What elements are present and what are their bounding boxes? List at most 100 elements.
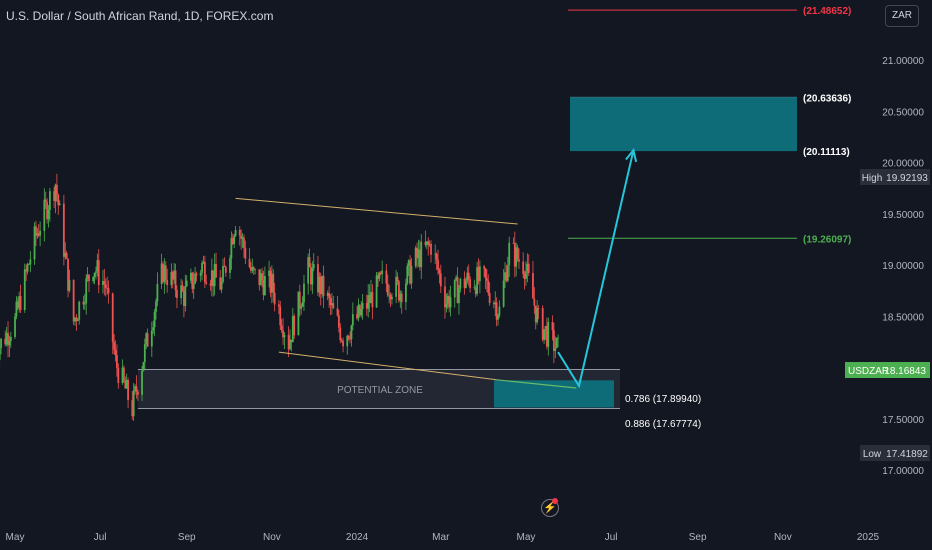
candle-body [543, 329, 546, 340]
candle-body [406, 265, 409, 284]
candle-body [557, 337, 559, 339]
candle-body [332, 303, 335, 309]
candle-body [396, 276, 399, 282]
candle-body [162, 263, 164, 283]
candle-body [541, 308, 544, 340]
candle-body [371, 292, 374, 308]
candle-body [435, 253, 438, 260]
candle-body [336, 308, 339, 316]
candle-body [378, 272, 381, 279]
candle-body [96, 260, 99, 272]
currency-button[interactable]: ZAR [885, 5, 919, 27]
candle-body [222, 265, 224, 282]
candle-body [399, 293, 402, 301]
candle-body [398, 281, 400, 301]
candle-body [487, 280, 490, 294]
fib-label: (19.26097) [803, 234, 851, 245]
candle-body [153, 311, 156, 328]
y-tick-label: 20.00000 [882, 159, 924, 170]
arrow-head [625, 147, 638, 163]
candle-body [326, 293, 329, 296]
candle-body [201, 263, 203, 273]
candle-body [495, 302, 498, 320]
x-tick-label: Sep [689, 532, 707, 543]
current-price-symbol: USDZAR [848, 366, 889, 377]
candle-body [219, 277, 222, 290]
candle-body [273, 292, 276, 305]
candle-body [199, 272, 202, 276]
lightning-icon[interactable]: ⚡ [541, 499, 559, 517]
candle-body [47, 209, 50, 220]
candle-body [516, 247, 519, 260]
candle-body [427, 241, 430, 246]
candle-body [430, 243, 432, 255]
candle-body [300, 306, 303, 309]
candle-body [522, 261, 525, 274]
candle-body [533, 298, 536, 306]
candle-body [425, 241, 428, 246]
candle-body [508, 242, 511, 266]
candle-body [210, 270, 213, 286]
upper-trendline [235, 197, 518, 225]
candle-body [282, 330, 284, 338]
y-tick-label: 17.00000 [882, 466, 924, 477]
candle-body [164, 265, 167, 280]
candle-body [342, 340, 344, 347]
candle-body [439, 273, 442, 287]
candle-body [448, 295, 451, 308]
candle-body [170, 272, 173, 286]
candle-body [230, 237, 233, 259]
candle-body [26, 264, 29, 272]
candle-body [536, 307, 539, 323]
candle-body [307, 257, 310, 284]
candle-body [268, 270, 270, 277]
candle-body [293, 315, 296, 336]
candle-body [297, 291, 300, 336]
candle-body [298, 291, 301, 309]
candle-body [39, 230, 42, 236]
candle-body [445, 303, 448, 308]
candle-body [476, 267, 478, 294]
candle-body [322, 275, 325, 296]
candle-body [329, 297, 332, 306]
candle-body [258, 269, 261, 286]
candle-body [215, 263, 217, 278]
candle-body [74, 317, 76, 322]
candle-body [537, 307, 540, 309]
candle-body [83, 303, 86, 305]
candle-body [53, 191, 55, 201]
candle-body [4, 338, 7, 345]
candle-body [191, 272, 194, 289]
candle-body [160, 263, 163, 284]
candle-body [469, 279, 472, 288]
candle-body [8, 341, 11, 346]
candle-body [555, 337, 558, 349]
candle-body [483, 266, 485, 269]
candle-body [484, 268, 487, 279]
candle-body [319, 276, 322, 295]
candle-body [365, 302, 368, 309]
candle-body [183, 290, 185, 307]
candle-body [229, 258, 231, 273]
candle-body [64, 252, 67, 257]
candle-body [546, 325, 548, 347]
candle-body [57, 194, 60, 206]
y-tick-label: 21.00000 [882, 56, 924, 67]
candle-body [67, 258, 69, 291]
candle-body [233, 235, 236, 244]
candle-body [502, 280, 505, 307]
candle-body [134, 386, 136, 391]
candle-body [49, 191, 51, 210]
zone-level-label: 0.786 (17.89940) [625, 394, 701, 405]
candle-body [184, 286, 187, 307]
candle-body [523, 273, 526, 279]
candle-body [35, 226, 37, 236]
candle-body [494, 302, 497, 305]
candle-body [0, 348, 1, 360]
candle-body [386, 283, 389, 296]
candle-body [389, 294, 392, 300]
green-projection-line [496, 379, 577, 389]
candle-body [351, 314, 354, 326]
